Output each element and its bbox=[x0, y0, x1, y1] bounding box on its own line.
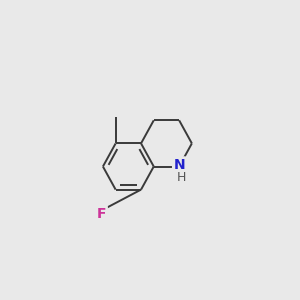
Text: F: F bbox=[97, 207, 106, 221]
Text: H: H bbox=[177, 171, 187, 184]
Text: N: N bbox=[173, 158, 185, 172]
